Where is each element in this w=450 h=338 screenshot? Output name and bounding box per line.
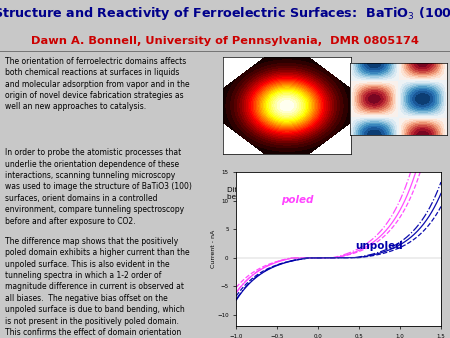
Text: BaTIO₃ (100) R5xR5: BaTIO₃ (100) R5xR5 xyxy=(367,174,434,180)
Text: Difference map of STM current
before and after poling a c+ domain: Difference map of STM current before and… xyxy=(227,187,358,200)
Text: Dawn A. Bonnell, University of Pennsylvania,  DMR 0805174: Dawn A. Bonnell, University of Pennsylva… xyxy=(31,36,419,46)
Text: The orientation of ferroelectric domains affects
both chemical reactions at surf: The orientation of ferroelectric domains… xyxy=(5,57,190,112)
Text: In order to probe the atomistic processes that
underlie the orientation dependen: In order to probe the atomistic processe… xyxy=(5,148,192,226)
Text: poled: poled xyxy=(281,195,314,205)
Text: The difference map shows that the positively
poled domain exhibits a higher curr: The difference map shows that the positi… xyxy=(5,237,190,338)
Text: Structure and Reactivity of Ferroelectric Surfaces:  BaTiO$_3$ (100): Structure and Reactivity of Ferroelectri… xyxy=(0,5,450,22)
Y-axis label: Current - nA: Current - nA xyxy=(211,230,216,268)
Text: unpoled: unpoled xyxy=(355,241,403,251)
